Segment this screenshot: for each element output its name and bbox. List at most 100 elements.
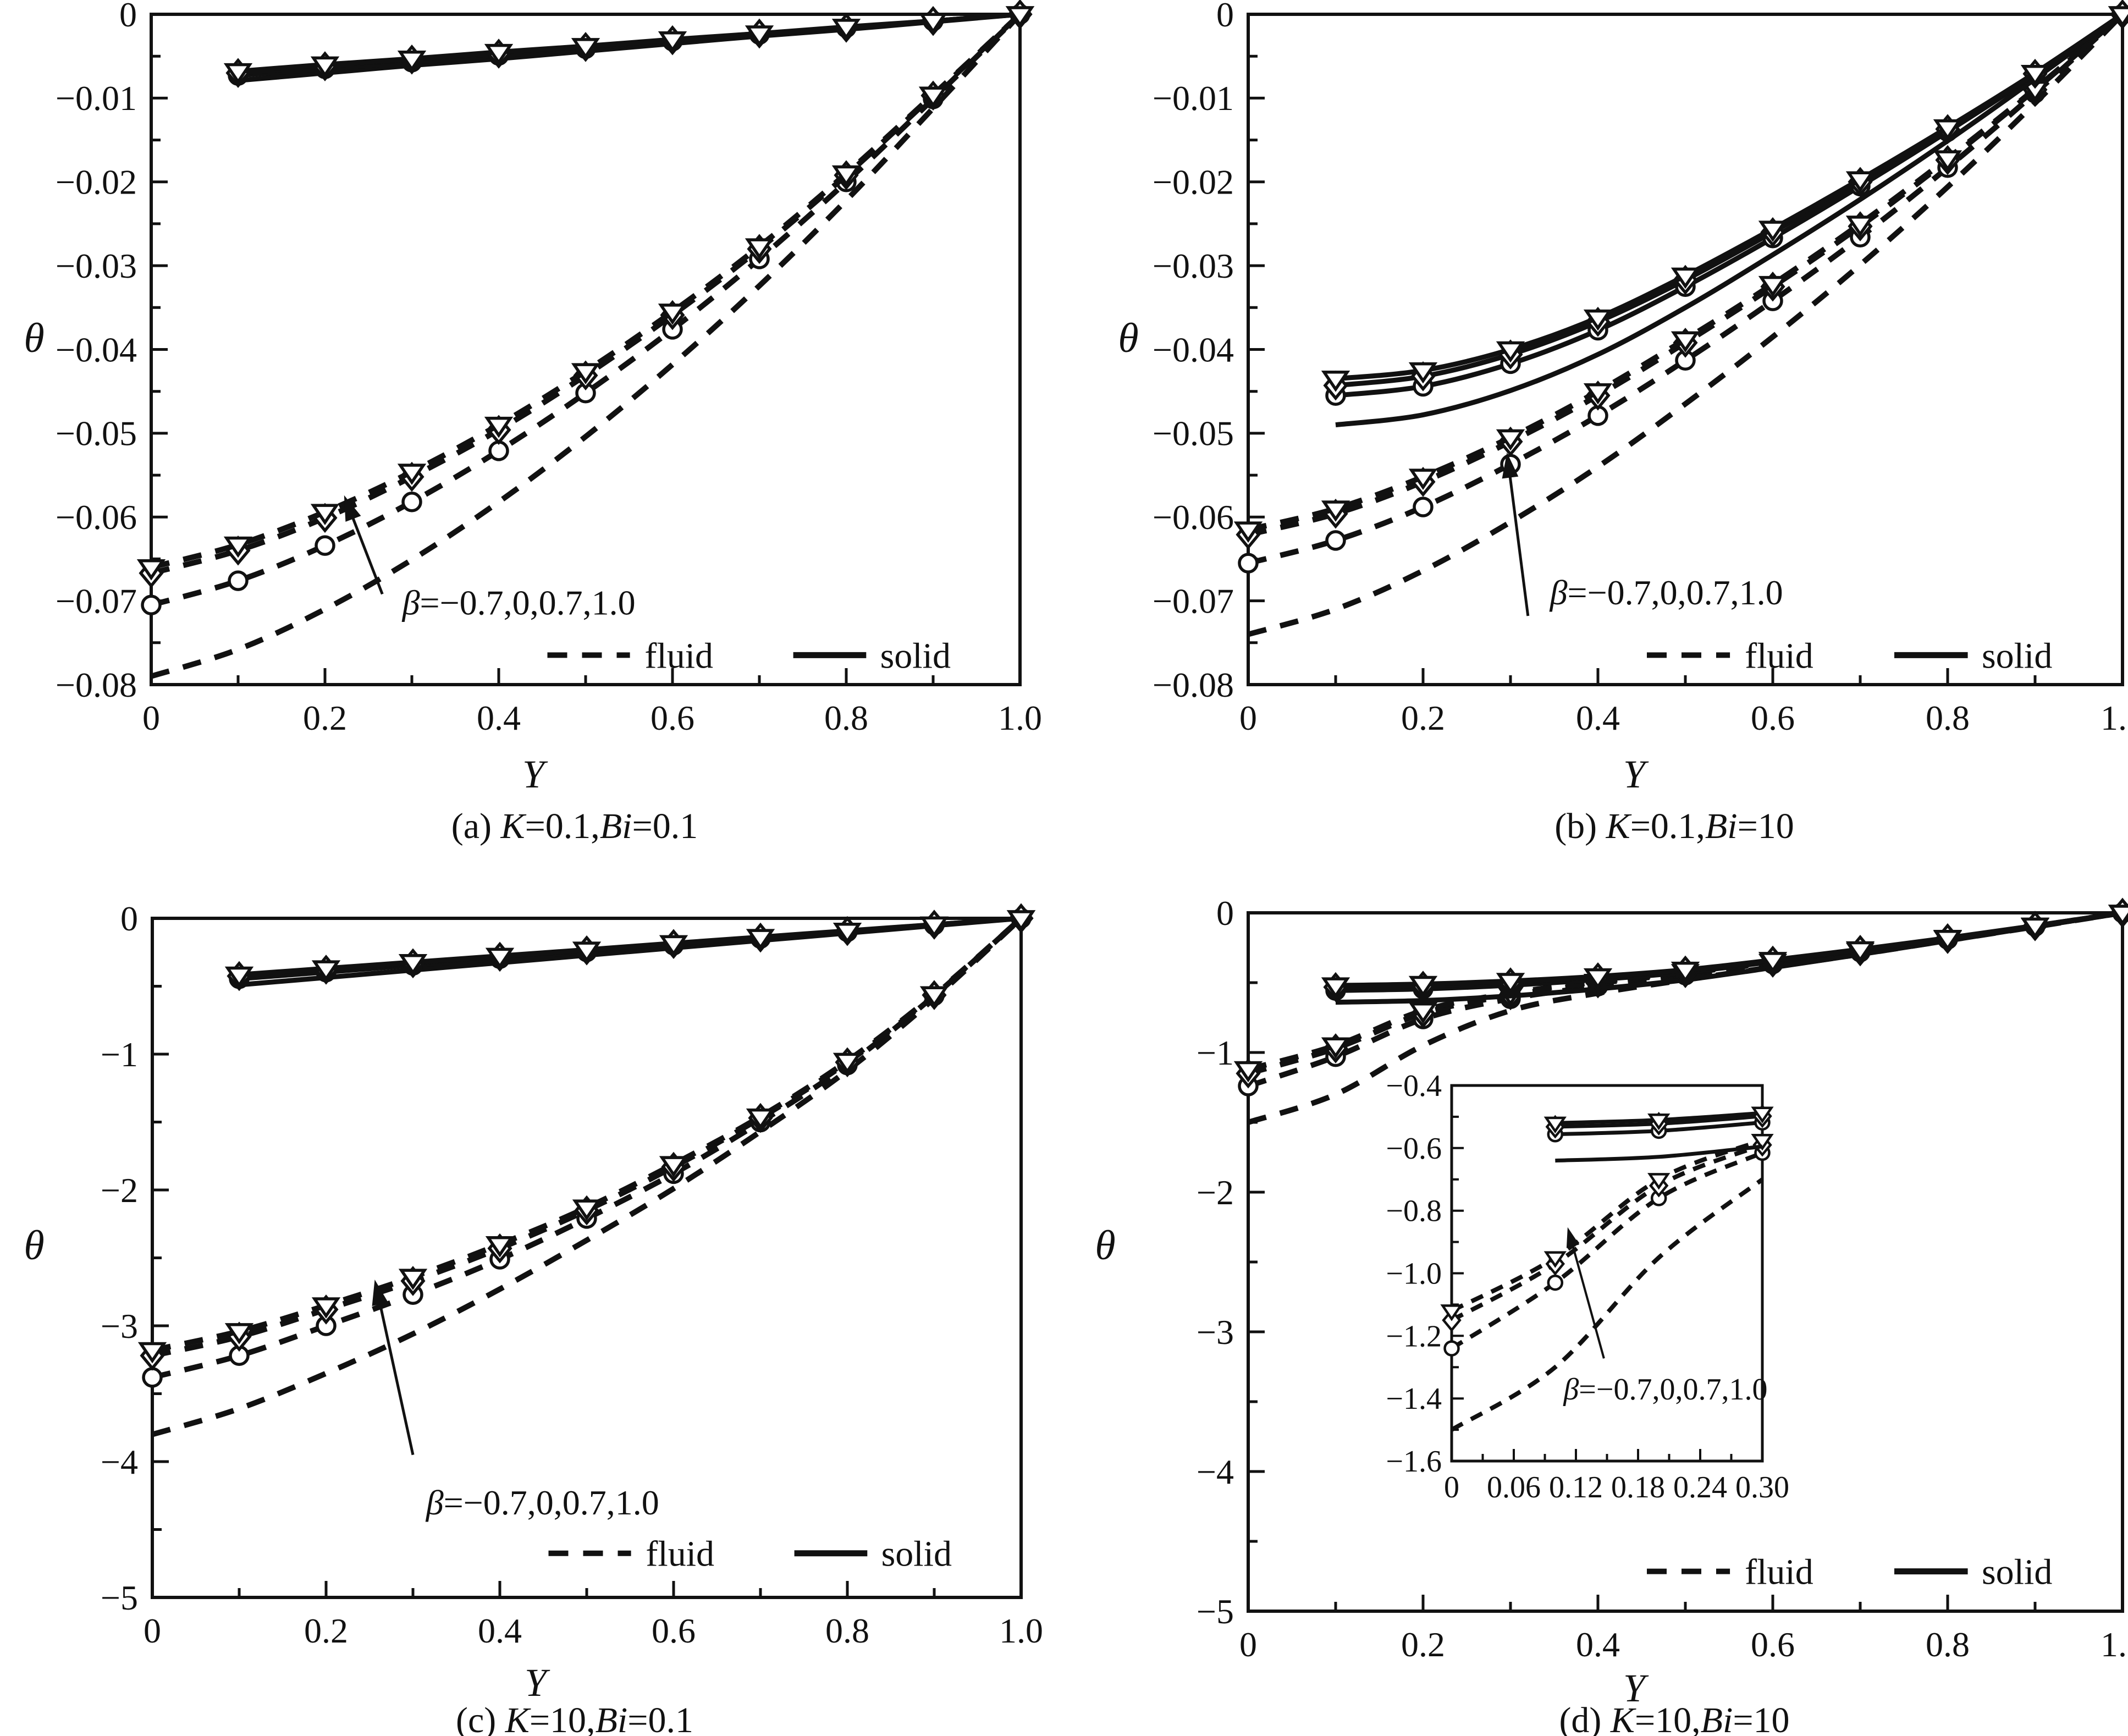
annotation-arrowhead-icon	[1566, 1227, 1580, 1248]
series-solid-beta-1	[1321, 905, 2128, 999]
y-tick-label: −1	[101, 1035, 138, 1074]
x-tick-label: 0.4	[1576, 1625, 1620, 1664]
axis-ticks	[1247, 13, 2124, 686]
legend-solid-label: solid	[1982, 636, 2052, 676]
panel-c-caption: (c) K=10,Bi=0.1	[456, 1700, 693, 1736]
x-tick-label: 1.0	[998, 698, 1042, 737]
triangle-down-marker-icon	[397, 51, 427, 72]
circle-marker-icon	[142, 1367, 163, 1388]
series-fluid-beta-1	[137, 910, 1036, 1364]
series-solid-beta-1	[1321, 6, 2128, 392]
x-tick-label: 0.6	[650, 698, 694, 737]
triangle-down-marker-icon	[1321, 977, 1350, 999]
legend: fluid solid	[547, 636, 951, 676]
triangle-down-marker-icon	[1005, 6, 1035, 27]
triangle-down-marker-icon	[2020, 917, 2050, 939]
triangle-down-marker-icon	[224, 966, 254, 988]
y-tick-label: −2	[101, 1171, 138, 1210]
legend-solid-label: solid	[881, 1534, 952, 1574]
x-tick-label: 0	[1239, 1625, 1257, 1664]
circle-marker-icon	[1413, 497, 1434, 517]
annotation-arrowhead-icon	[344, 495, 361, 522]
beta-annotation: β=−0.7,0,0.7,1.0	[1563, 1227, 1767, 1407]
y-tick-label: −0.01	[1153, 79, 1234, 118]
triangle-down-marker-icon	[833, 1052, 862, 1074]
triangle-down-marker-icon	[1758, 221, 1788, 243]
y-tick-label: −0.07	[56, 581, 137, 620]
y-tick-label: 0	[1216, 0, 1234, 34]
y-tick-label: −3	[1197, 1313, 1234, 1352]
y-tick-label: −2	[1197, 1173, 1234, 1212]
series-fluid-beta-0.7	[139, 0, 1033, 588]
x-tick-label: 0.6	[1751, 698, 1795, 737]
triangle-down-marker-icon	[1647, 1113, 1671, 1131]
triangle-down-marker-icon	[1408, 362, 1438, 384]
y-tick-label: −0.03	[1153, 246, 1234, 285]
triangle-down-marker-icon	[571, 363, 600, 385]
annotation-arrow-line	[376, 1293, 415, 1456]
triangle-down-marker-icon	[484, 416, 514, 438]
annotation-arrowhead-icon	[1502, 452, 1519, 479]
x-axis-label: Y	[522, 752, 548, 796]
axis-ticks	[1247, 911, 2124, 1613]
y-tick-label: −0.06	[1153, 498, 1234, 537]
triangle-down-marker-icon	[1845, 171, 1875, 193]
triangle-down-marker-icon	[311, 1297, 341, 1319]
y-tick-label: −3	[101, 1307, 138, 1346]
triangle-down-marker-icon	[485, 1236, 515, 1258]
annotation-arrow-line	[1507, 466, 1530, 616]
legend-solid-label: solid	[1982, 1552, 2052, 1592]
y-tick-label: −0.05	[56, 414, 137, 453]
circle-marker-icon	[228, 570, 249, 591]
triangle-down-marker-icon	[1933, 929, 1962, 951]
triangle-down-marker-icon	[1321, 371, 1350, 392]
circle-marker-icon	[1547, 1274, 1564, 1291]
x-tick-label: 0.4	[477, 698, 521, 737]
triangle-down-marker-icon	[1408, 1002, 1438, 1024]
legend: fluid solid	[548, 1534, 952, 1574]
y-axis-label: θ	[1118, 315, 1138, 361]
y-tick-label: −0.6	[1386, 1132, 1442, 1166]
x-tick-label: 0.8	[1926, 1625, 1970, 1664]
triangle-down-marker-icon	[1845, 941, 1875, 963]
y-tick-label: 0	[120, 899, 138, 938]
y-axis-label: θ	[24, 315, 44, 361]
panel-c: 0 0.2 0.4 0.6 0.8 1.0 0 −1 −2 −3 −4 −5 fluid solid β=−…	[24, 899, 1043, 1736]
beta-annotation: β=−0.7,0,0.7,1.0	[344, 495, 636, 622]
y-axis-label: θ	[1095, 1222, 1115, 1269]
x-tick-label: 0.4	[478, 1611, 522, 1650]
y-tick-label: −1	[1197, 1033, 1234, 1072]
x-axis-label: Y	[525, 1661, 550, 1705]
triangle-down-marker-icon	[658, 304, 687, 325]
y-tick-label: −0.02	[1153, 163, 1234, 202]
x-tick-label: 0	[144, 1611, 161, 1650]
annotation-arrow-line	[1569, 1237, 1605, 1359]
beta-annotation-text: β=−0.7,0,0.7,1.0	[1563, 1373, 1767, 1407]
x-tick-label: 0.4	[1576, 698, 1620, 737]
legend: fluid solid	[1647, 1552, 2052, 1592]
triangle-down-marker-icon	[831, 165, 861, 187]
series-solid-beta-1	[1543, 1106, 1774, 1134]
series-fluid-beta-1	[1440, 1133, 1774, 1321]
triangle-down-marker-icon	[485, 947, 515, 969]
triangle-down-marker-icon	[1440, 1304, 1463, 1321]
triangle-down-marker-icon	[224, 1323, 254, 1344]
y-tick-label: 0	[1216, 894, 1234, 933]
triangle-down-marker-icon	[223, 536, 253, 558]
series-fluid-beta-1	[136, 6, 1035, 581]
triangle-down-marker-icon	[919, 916, 949, 938]
legend-solid-label: solid	[880, 636, 951, 676]
triangle-down-marker-icon	[137, 1342, 167, 1364]
series-fluid-beta-0.7	[1236, 897, 2128, 1089]
triangle-down-marker-icon	[2108, 905, 2128, 926]
annotation-arrowhead-icon	[372, 1280, 388, 1307]
triangle-down-marker-icon	[1751, 1133, 1774, 1151]
y-axis-label: θ	[24, 1222, 44, 1269]
axis-ticks	[151, 917, 1023, 1599]
triangle-down-marker-icon	[1321, 1037, 1350, 1059]
triangle-down-marker-icon	[1671, 331, 1700, 353]
triangle-down-marker-icon	[1647, 1173, 1671, 1190]
panel-a-caption: (a) K=0.1,Bi=0.1	[451, 806, 698, 846]
y-tick-label: −0.04	[56, 330, 137, 369]
